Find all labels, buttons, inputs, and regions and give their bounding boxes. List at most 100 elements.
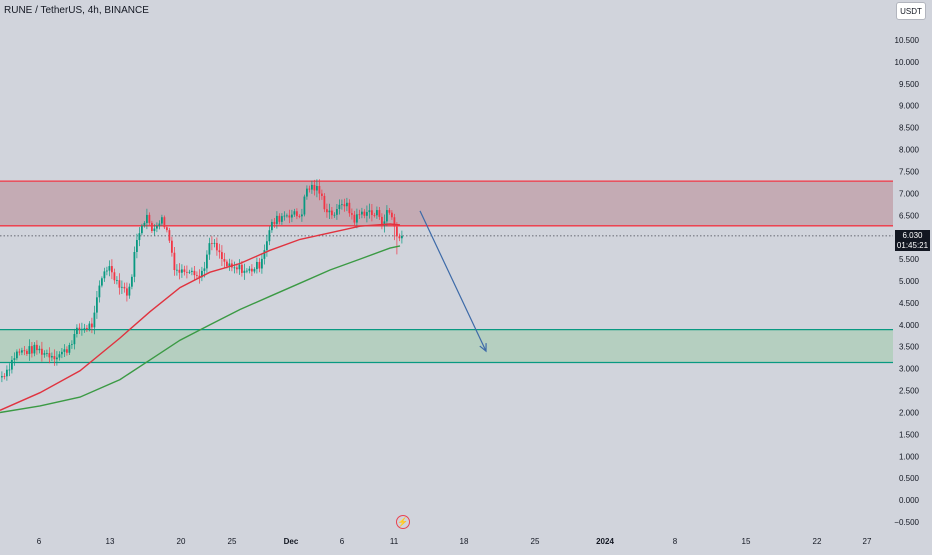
candle-body xyxy=(66,349,68,353)
candle-body xyxy=(33,344,36,354)
candle-body xyxy=(128,286,131,296)
candle-body xyxy=(6,369,8,377)
candle-body xyxy=(246,270,248,272)
lightning-icon[interactable]: ⚡ xyxy=(396,515,410,529)
candle-body xyxy=(331,210,333,216)
candle-body xyxy=(53,356,56,360)
candle-body xyxy=(1,376,3,378)
candle-body xyxy=(11,359,13,370)
candle-body xyxy=(348,202,351,214)
candle-body xyxy=(166,227,168,231)
candle-body xyxy=(131,276,133,287)
candle-body xyxy=(368,210,371,213)
candle-body xyxy=(21,350,23,353)
candle-body xyxy=(206,254,208,269)
candle-body xyxy=(153,228,156,232)
candle-body xyxy=(213,242,216,244)
y-axis-tick-label: 9.500 xyxy=(899,80,920,89)
y-axis-tick-label: 4.500 xyxy=(899,299,920,308)
candle-body xyxy=(183,269,186,272)
y-axis-tick-label: −0.500 xyxy=(894,518,919,527)
candle-body xyxy=(381,216,383,226)
x-axis-tick-label: 27 xyxy=(863,537,872,546)
candle-body xyxy=(363,211,366,216)
projection-arrow-head xyxy=(479,343,487,353)
candle-body xyxy=(158,223,161,227)
candle-body xyxy=(291,214,293,218)
y-axis-tick-label: 2.000 xyxy=(899,408,920,417)
x-axis-tick-label: 20 xyxy=(177,537,186,546)
candle-body xyxy=(126,288,128,296)
candle-body xyxy=(38,348,41,351)
candle-body xyxy=(16,351,18,359)
candle-body xyxy=(281,216,283,222)
candle-body xyxy=(188,271,191,273)
y-axis-tick-label: 6.500 xyxy=(899,211,920,220)
candle-body xyxy=(226,261,228,267)
candle-body xyxy=(193,270,196,276)
candle-body xyxy=(298,216,301,217)
candle-body xyxy=(23,350,26,352)
candle-body xyxy=(18,351,21,353)
candle-body xyxy=(88,323,91,329)
candle-body xyxy=(108,266,111,271)
currency-button[interactable]: USDT xyxy=(896,2,926,20)
candle-body xyxy=(83,327,86,329)
x-axis-tick-label: 6 xyxy=(37,537,42,546)
candle-body xyxy=(276,215,278,224)
y-axis-tick-label: 1.500 xyxy=(899,430,920,439)
candle-body xyxy=(98,285,101,298)
candle-body xyxy=(278,215,281,222)
candle-body xyxy=(383,221,386,226)
candle-body xyxy=(321,193,323,196)
candle-body xyxy=(263,250,266,259)
candle-body xyxy=(211,243,213,244)
candle-body xyxy=(303,196,306,215)
symbol-title: RUNE / TetherUS, 4h, BINANCE xyxy=(4,5,149,16)
candle-body xyxy=(318,185,321,194)
candle-body xyxy=(216,242,218,251)
candle-body xyxy=(143,222,146,226)
candle-body xyxy=(286,215,288,217)
candle-body xyxy=(86,327,88,329)
y-axis-tick-label: 1.000 xyxy=(899,452,920,461)
y-axis-tick-label: 8.000 xyxy=(899,146,920,155)
candle-body xyxy=(241,264,243,273)
y-axis-tick-label: 5.000 xyxy=(899,277,920,286)
candle-body xyxy=(148,214,151,223)
candle-body xyxy=(133,251,136,277)
last-price-value: 6.030 xyxy=(902,231,923,240)
candle-body xyxy=(283,215,286,217)
candle-body xyxy=(388,210,391,213)
candle-body xyxy=(123,286,126,289)
candle-body xyxy=(323,195,326,210)
candle-body xyxy=(353,214,356,223)
candle-body xyxy=(253,269,256,272)
candle-body xyxy=(8,369,11,371)
candle-body xyxy=(401,235,403,239)
x-axis-tick-label: 11 xyxy=(390,537,399,546)
y-axis-tick-label: 3.500 xyxy=(899,343,920,352)
x-axis-tick-label: 8 xyxy=(673,537,678,546)
candle-body xyxy=(386,210,388,222)
candle-body xyxy=(268,230,271,242)
candle-body xyxy=(56,357,58,360)
moving-average-fast xyxy=(0,223,401,411)
y-axis-tick-label: 5.500 xyxy=(899,255,920,264)
candle-body xyxy=(96,297,98,313)
candle-body xyxy=(68,345,71,353)
candle-body xyxy=(251,268,253,272)
candle-body xyxy=(266,241,268,251)
candle-body xyxy=(296,211,298,217)
candle-body xyxy=(258,261,261,269)
candle-body xyxy=(261,258,263,269)
y-axis-tick-label: 7.500 xyxy=(899,167,920,176)
y-axis-tick-label: 4.000 xyxy=(899,321,920,330)
candle-body xyxy=(238,264,241,270)
candle-body xyxy=(156,226,158,229)
candle-body xyxy=(146,214,148,223)
candle-body xyxy=(288,215,291,218)
candle-body xyxy=(221,252,223,260)
